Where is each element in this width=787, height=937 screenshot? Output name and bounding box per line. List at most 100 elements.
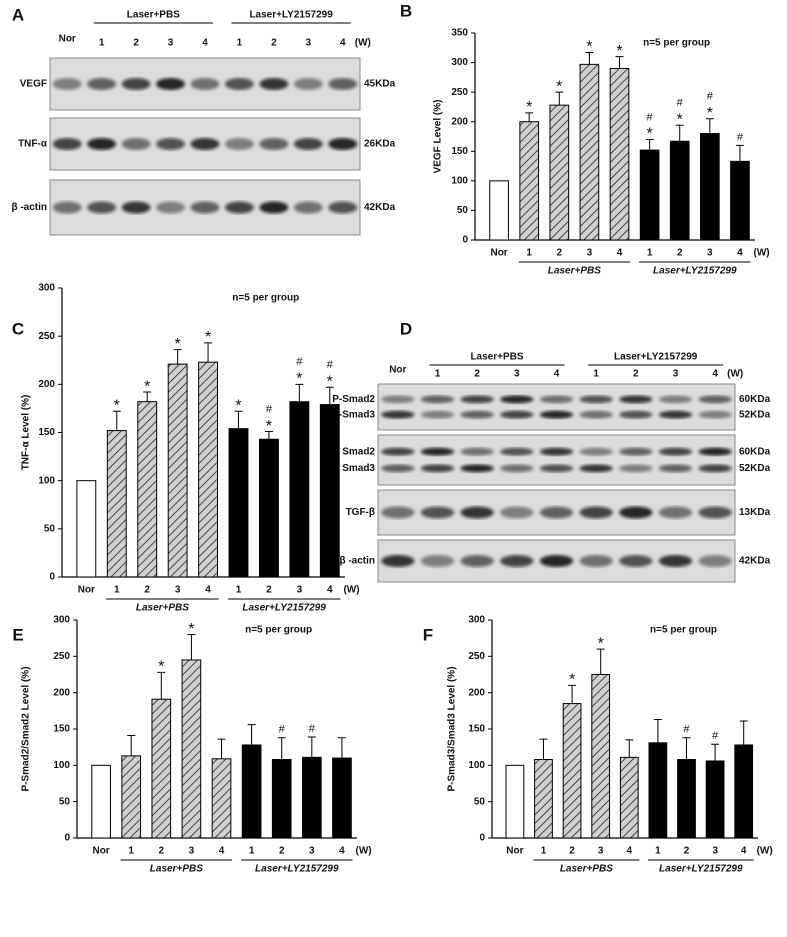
blot-band bbox=[698, 447, 732, 456]
significance-marker: # bbox=[712, 730, 719, 742]
row-label: Smad3 bbox=[342, 463, 375, 474]
blot-band bbox=[539, 506, 574, 519]
panel-label: D bbox=[400, 319, 412, 338]
error-bar bbox=[653, 719, 662, 743]
bar bbox=[534, 759, 553, 839]
group-label: Laser+LY2157299 bbox=[653, 266, 737, 277]
group-label: Laser+PBS bbox=[560, 864, 613, 875]
lane-label: 3 bbox=[514, 369, 520, 380]
size-label: 52KDa bbox=[739, 463, 771, 474]
y-tick-label: 300 bbox=[468, 615, 485, 626]
error-bar bbox=[539, 738, 548, 760]
y-tick-label: 200 bbox=[38, 379, 55, 390]
blot-band bbox=[500, 447, 534, 456]
y-tick-label: 150 bbox=[451, 146, 468, 157]
bar bbox=[241, 744, 262, 839]
error-bar bbox=[739, 720, 748, 745]
error-bar bbox=[127, 735, 136, 756]
blot-strip bbox=[377, 434, 736, 486]
x-tick-label: 3 bbox=[598, 846, 604, 857]
y-tick-label: 250 bbox=[38, 331, 55, 342]
note: n=5 per group bbox=[245, 625, 312, 636]
blot-band bbox=[500, 395, 534, 404]
error-bar bbox=[568, 684, 577, 704]
y-tick-label: 350 bbox=[451, 28, 468, 39]
bar bbox=[489, 180, 509, 241]
x-tick-label: 2 bbox=[684, 846, 690, 857]
x-tick-label: 2 bbox=[159, 846, 165, 857]
y-tick-label: 300 bbox=[38, 283, 55, 294]
blot-band bbox=[293, 201, 323, 214]
blot-band bbox=[293, 138, 323, 150]
bar bbox=[211, 758, 232, 839]
bar bbox=[562, 703, 582, 839]
bar bbox=[167, 363, 188, 578]
error-bar bbox=[705, 118, 714, 134]
blot-band bbox=[156, 78, 186, 90]
lane-label: 3 bbox=[673, 369, 679, 380]
x-tick-label: 1 bbox=[128, 846, 134, 857]
blot-band bbox=[420, 410, 455, 419]
row-label: P-Smad3 bbox=[332, 409, 375, 420]
x-tick-label: Nor bbox=[92, 846, 109, 857]
error-bar bbox=[112, 410, 121, 431]
blot-band bbox=[121, 138, 151, 150]
y-tick-label: 100 bbox=[38, 475, 55, 486]
y-tick-label: 0 bbox=[49, 572, 55, 583]
group-label: Laser+LY2157299 bbox=[249, 10, 333, 21]
lane-label: 1 bbox=[593, 369, 599, 380]
x-tick-label: 2 bbox=[557, 248, 563, 259]
y-tick-label: 50 bbox=[44, 523, 56, 534]
bar bbox=[228, 428, 249, 578]
significance-marker: # bbox=[647, 111, 654, 123]
x-tick-label: 4 bbox=[339, 846, 345, 857]
error-bar bbox=[645, 138, 654, 151]
x-tick-label: 4 bbox=[617, 248, 623, 259]
blot-band bbox=[579, 395, 613, 404]
significance-marker: * bbox=[144, 378, 150, 395]
y-tick-label: 200 bbox=[451, 116, 468, 127]
y-axis-label: P-Smad3/Smad3 Level (%) bbox=[447, 666, 458, 791]
x-tick-label: 2 bbox=[569, 846, 575, 857]
blot-band bbox=[698, 410, 732, 419]
note: n=5 per group bbox=[643, 38, 710, 49]
error-bar bbox=[337, 737, 346, 759]
lane-label: 3 bbox=[168, 38, 174, 49]
error-bar bbox=[675, 124, 684, 142]
blot-band bbox=[460, 555, 494, 567]
x-tick-label: Nor bbox=[78, 585, 95, 596]
group-label: Laser+PBS bbox=[150, 864, 203, 875]
significance-marker: # bbox=[309, 723, 316, 735]
blot-band bbox=[328, 78, 358, 90]
y-tick-label: 0 bbox=[479, 833, 485, 844]
x-tick-label: 3 bbox=[189, 846, 195, 857]
y-tick-label: 100 bbox=[53, 760, 70, 771]
error-bar bbox=[157, 671, 166, 700]
blot-band bbox=[460, 506, 494, 519]
blot-band bbox=[381, 447, 415, 456]
bar bbox=[619, 756, 639, 839]
panel-label: A bbox=[12, 5, 24, 24]
unit-label: (W) bbox=[753, 248, 769, 259]
blot-band bbox=[698, 555, 732, 567]
x-tick-label: Nor bbox=[490, 248, 507, 259]
blot-band bbox=[420, 447, 455, 456]
blot-band bbox=[460, 464, 494, 473]
size-label: 52KDa bbox=[739, 409, 771, 420]
y-tick-label: 200 bbox=[53, 687, 70, 698]
y-tick-label: 0 bbox=[462, 235, 468, 246]
lane-label: 2 bbox=[633, 369, 639, 380]
blot-band bbox=[698, 395, 732, 404]
row-label: Smad2 bbox=[342, 446, 375, 457]
error-bar bbox=[555, 91, 564, 106]
row-label: VEGF bbox=[20, 79, 47, 90]
lane-label: 2 bbox=[133, 38, 139, 49]
x-tick-label: 4 bbox=[741, 846, 747, 857]
blot-band bbox=[539, 555, 574, 567]
x-tick-label: 2 bbox=[144, 585, 150, 596]
bar bbox=[332, 757, 352, 839]
y-tick-label: 250 bbox=[468, 651, 485, 662]
row-label: TGF-β bbox=[346, 507, 375, 518]
blot-strip bbox=[377, 383, 736, 431]
